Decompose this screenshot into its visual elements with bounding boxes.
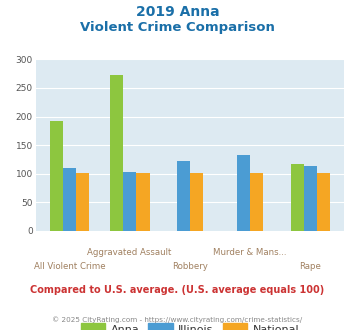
Text: 2019 Anna: 2019 Anna bbox=[136, 5, 219, 19]
Legend: Anna, Illinois, National: Anna, Illinois, National bbox=[76, 319, 304, 330]
Bar bbox=[123, 172, 136, 231]
Text: Compared to U.S. average. (U.S. average equals 100): Compared to U.S. average. (U.S. average … bbox=[31, 285, 324, 295]
Bar bbox=[237, 155, 250, 231]
Bar bbox=[190, 173, 203, 231]
Bar bbox=[76, 173, 89, 231]
Bar bbox=[250, 173, 263, 231]
Bar bbox=[304, 166, 317, 231]
Text: Robbery: Robbery bbox=[172, 262, 208, 271]
Bar bbox=[63, 168, 76, 231]
Text: Murder & Mans...: Murder & Mans... bbox=[213, 248, 287, 257]
Text: Rape: Rape bbox=[300, 262, 321, 271]
Bar bbox=[110, 76, 123, 231]
Bar bbox=[177, 161, 190, 231]
Text: All Violent Crime: All Violent Crime bbox=[34, 262, 105, 271]
Bar bbox=[50, 120, 63, 231]
Bar bbox=[290, 164, 304, 231]
Text: © 2025 CityRating.com - https://www.cityrating.com/crime-statistics/: © 2025 CityRating.com - https://www.city… bbox=[53, 317, 302, 323]
Text: Aggravated Assault: Aggravated Assault bbox=[87, 248, 172, 257]
Bar bbox=[136, 173, 149, 231]
Text: Violent Crime Comparison: Violent Crime Comparison bbox=[80, 21, 275, 34]
Bar bbox=[317, 173, 330, 231]
